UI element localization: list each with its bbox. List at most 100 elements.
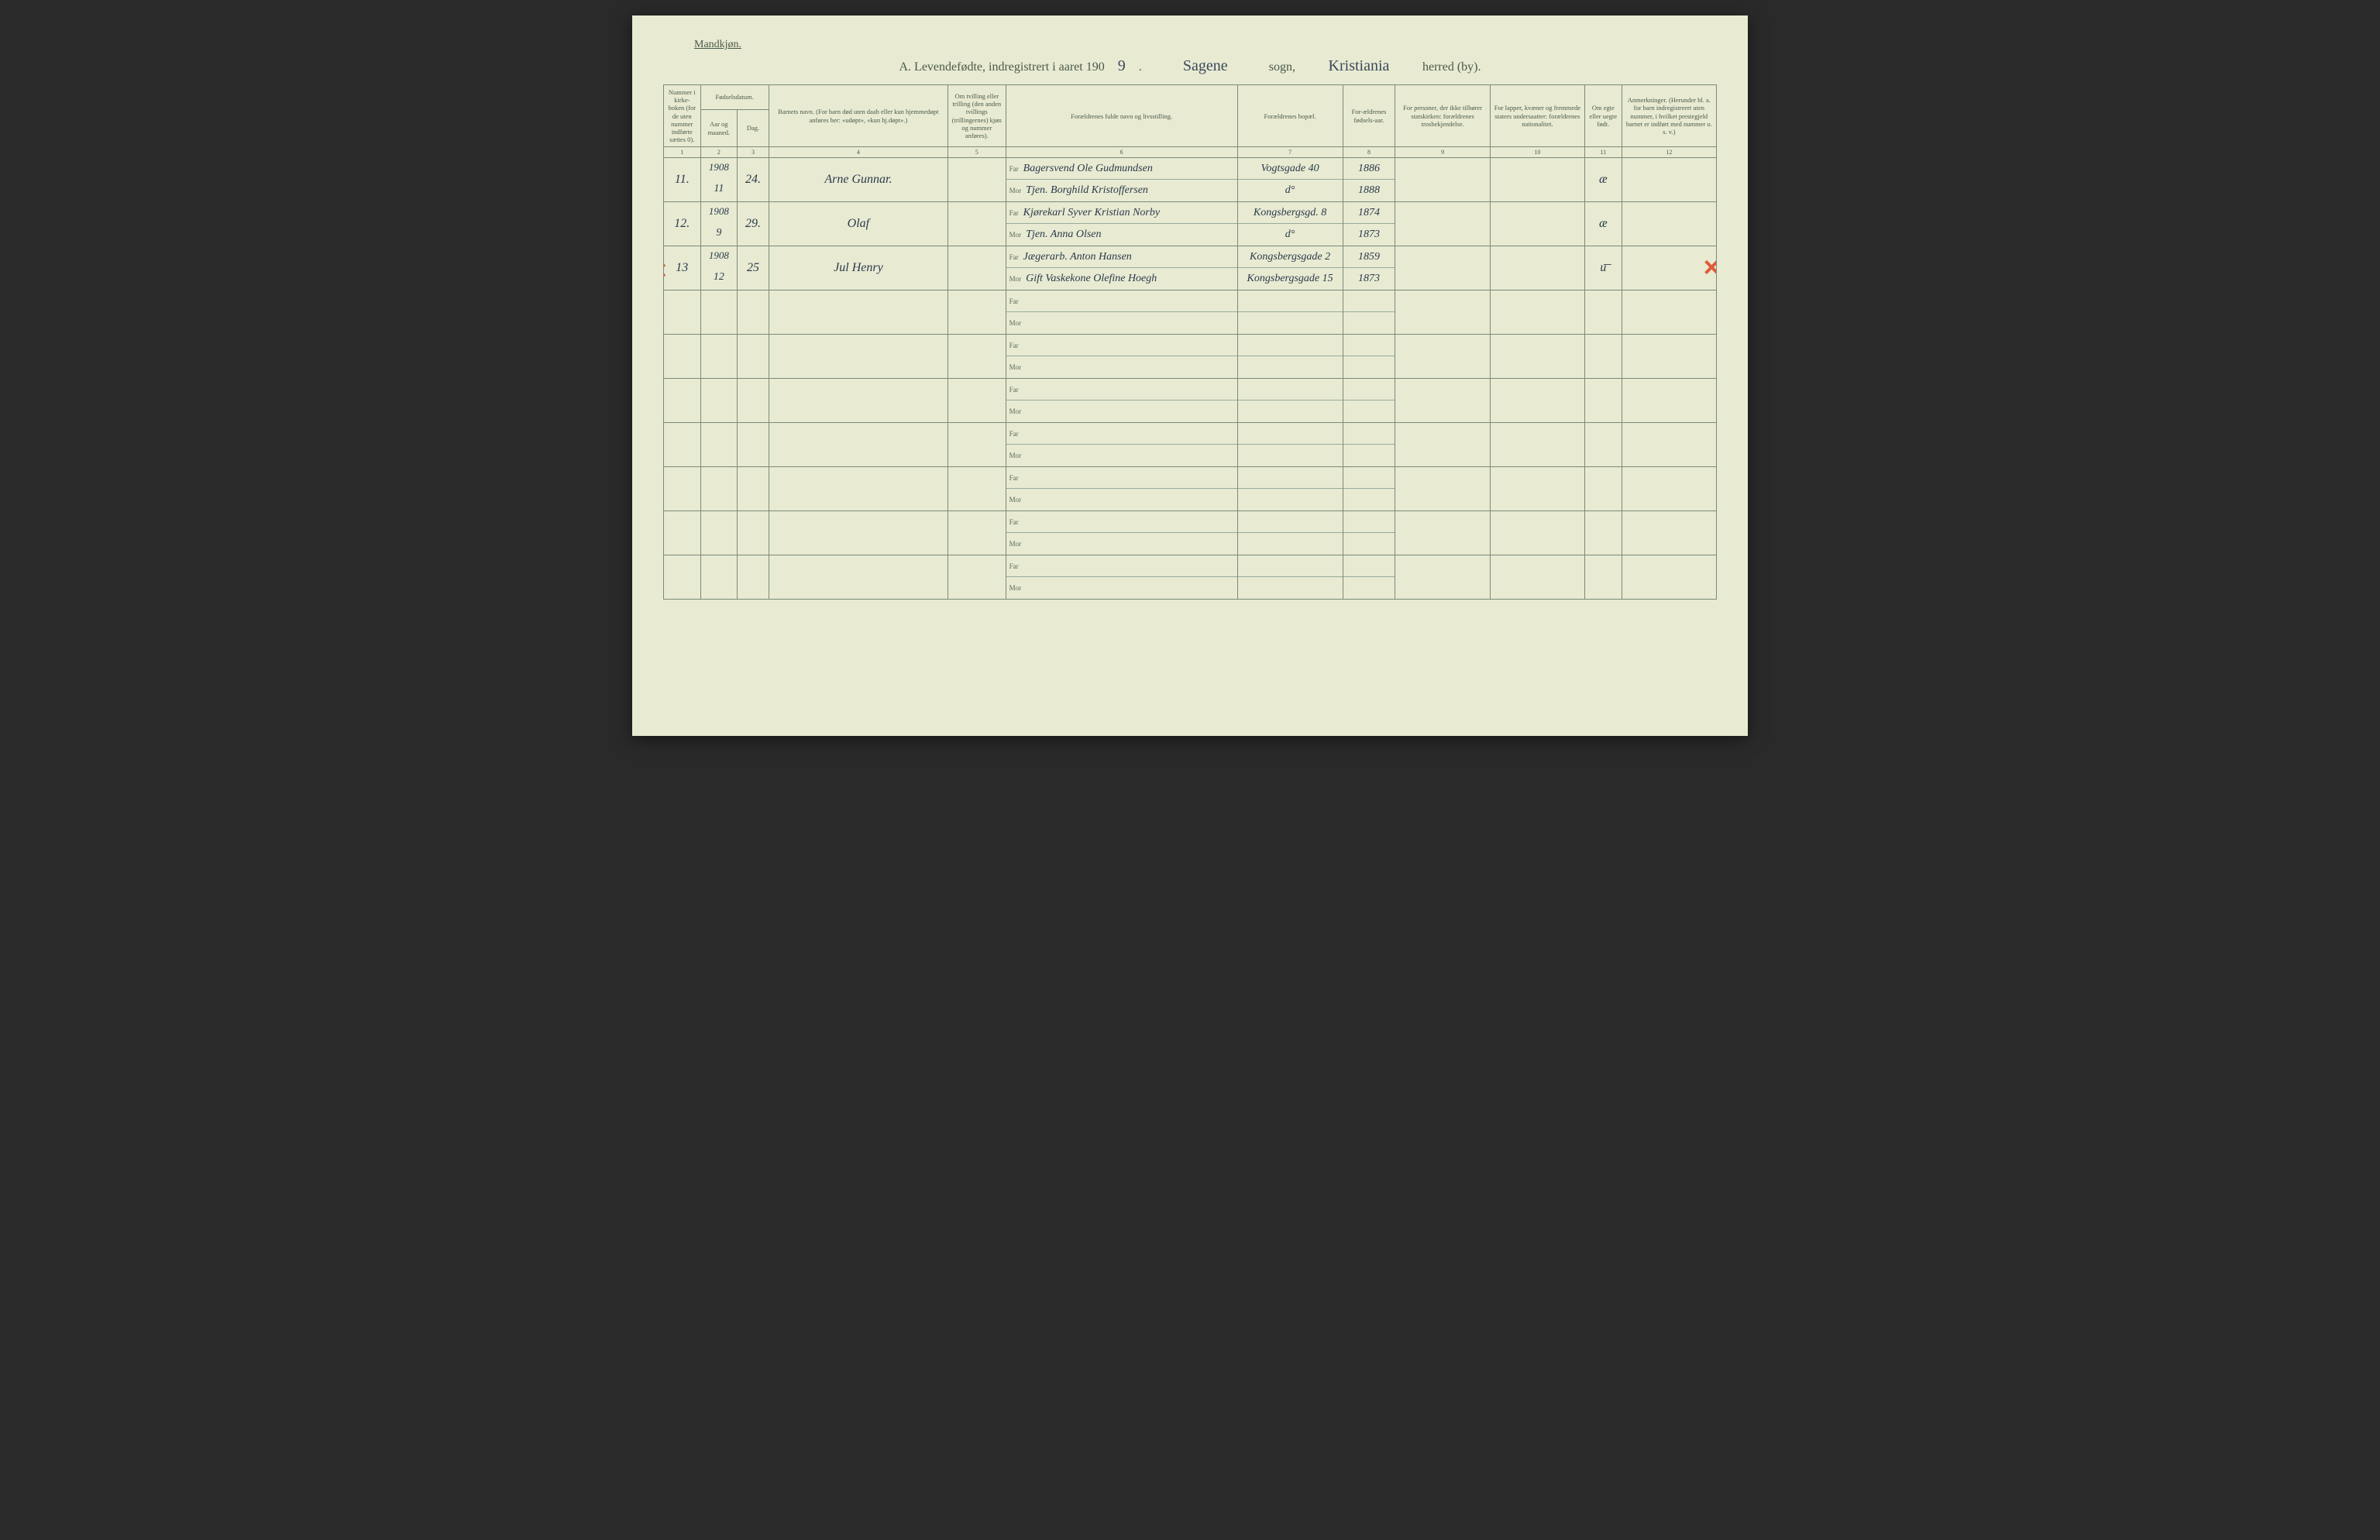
title-prefix: A. Levendefødte, indregistrert i aaret 1… <box>899 60 1105 74</box>
cell-faar <box>1343 379 1395 423</box>
cell-bopael <box>1237 555 1343 600</box>
cell-c9 <box>1395 290 1490 335</box>
cell-anm <box>1622 555 1716 600</box>
cell-name <box>769 467 948 511</box>
cell-twin <box>948 555 1006 600</box>
colnum: 12 <box>1622 147 1716 158</box>
cell-parents: Far Mor <box>1006 467 1237 511</box>
cell-bopael: Kongsbergsgade 2Kongsbergsgade 15 <box>1237 246 1343 290</box>
cell-faar <box>1343 511 1395 555</box>
cell-bopael <box>1237 379 1343 423</box>
gender-label: Mandkjøn. <box>694 39 1717 51</box>
col-header-1: Nummer i kirke-boken (for de uten nummer… <box>664 85 701 147</box>
col-header-10: For lapper, kvæner og fremmede staters u… <box>1490 85 1584 147</box>
cell-c10 <box>1490 379 1584 423</box>
colnum: 9 <box>1395 147 1490 158</box>
cell-egte: u͞ <box>1585 246 1622 290</box>
cell-c10 <box>1490 335 1584 379</box>
col-header-5: Om tvilling eller trilling (den anden tv… <box>948 85 1006 147</box>
table-row: Far Mor <box>664 511 1717 555</box>
cell-c10 <box>1490 246 1584 290</box>
cell-name: Olaf <box>769 202 948 246</box>
cell-egte: æ <box>1585 202 1622 246</box>
cell-c10 <box>1490 423 1584 467</box>
cell-anm <box>1622 467 1716 511</box>
cell-faar <box>1343 335 1395 379</box>
col-header-11: Om egte eller uegte født. <box>1585 85 1622 147</box>
cell-num <box>664 290 701 335</box>
cell-c9 <box>1395 379 1490 423</box>
cell-twin <box>948 511 1006 555</box>
colnum: 7 <box>1237 147 1343 158</box>
herred-value: Kristiania <box>1305 57 1413 75</box>
cell-name: Jul Henry <box>769 246 948 290</box>
cell-parents: Far Mor <box>1006 379 1237 423</box>
cell-anm <box>1622 158 1716 202</box>
colnum: 8 <box>1343 147 1395 158</box>
cell-bopael <box>1237 335 1343 379</box>
colnum: 6 <box>1006 147 1237 158</box>
cell-faar <box>1343 290 1395 335</box>
colnum: 3 <box>738 147 769 158</box>
cell-num <box>664 423 701 467</box>
cell-name <box>769 555 948 600</box>
title-row: A. Levendefødte, indregistrert i aaret 1… <box>663 57 1717 75</box>
red-x-mark: × <box>664 254 667 287</box>
col-header-6: Forældrenes fulde navn og livsstilling. <box>1006 85 1237 147</box>
cell-egte <box>1585 511 1622 555</box>
cell-anm <box>1622 290 1716 335</box>
cell-name <box>769 511 948 555</box>
table-row: Far Mor <box>664 555 1717 600</box>
cell-day <box>738 379 769 423</box>
cell-bopael <box>1237 290 1343 335</box>
cell-parents: Far Mor <box>1006 423 1237 467</box>
col-header-7: Forældrenes bopæl. <box>1237 85 1343 147</box>
cell-egte <box>1585 379 1622 423</box>
cell-c9 <box>1395 158 1490 202</box>
cell-c10 <box>1490 158 1584 202</box>
cell-c10 <box>1490 467 1584 511</box>
cell-twin <box>948 467 1006 511</box>
cell-parents: FarKjørekarl Syver Kristian Norby MorTje… <box>1006 202 1237 246</box>
cell-twin <box>948 202 1006 246</box>
table-row: Far Mor <box>664 290 1717 335</box>
cell-faar: 18591873 <box>1343 246 1395 290</box>
cell-bopael <box>1237 423 1343 467</box>
cell-day <box>738 555 769 600</box>
cell-egte <box>1585 423 1622 467</box>
cell-egte <box>1585 335 1622 379</box>
cell-faar: 18741873 <box>1343 202 1395 246</box>
cell-anm <box>1622 335 1716 379</box>
cell-num <box>664 379 701 423</box>
cell-day <box>738 511 769 555</box>
cell-yearmonth <box>700 335 738 379</box>
cell-twin <box>948 158 1006 202</box>
table-row: 13×19081225Jul HenryFarJægerarb. Anton H… <box>664 246 1717 290</box>
cell-yearmonth: 19089 <box>700 202 738 246</box>
cell-faar <box>1343 423 1395 467</box>
cell-yearmonth <box>700 555 738 600</box>
cell-twin <box>948 246 1006 290</box>
cell-c10 <box>1490 511 1584 555</box>
cell-parents: FarJægerarb. Anton Hansen MorGift Vaskek… <box>1006 246 1237 290</box>
cell-num <box>664 467 701 511</box>
cell-anm <box>1622 379 1716 423</box>
register-table: Nummer i kirke-boken (for de uten nummer… <box>663 84 1717 600</box>
cell-c9 <box>1395 335 1490 379</box>
cell-name: Arne Gunnar. <box>769 158 948 202</box>
cell-twin <box>948 423 1006 467</box>
colnum: 4 <box>769 147 948 158</box>
cell-yearmonth: 190811 <box>700 158 738 202</box>
table-row: Far Mor <box>664 423 1717 467</box>
title-year-suffix: 9 <box>1114 57 1130 75</box>
cell-egte <box>1585 290 1622 335</box>
title-period: . <box>1139 60 1142 74</box>
cell-twin <box>948 379 1006 423</box>
cell-bopael: Vogtsgade 40d° <box>1237 158 1343 202</box>
cell-faar <box>1343 467 1395 511</box>
cell-twin <box>948 335 1006 379</box>
cell-anm: × <box>1622 246 1716 290</box>
table-row: Far Mor <box>664 467 1717 511</box>
cell-c9 <box>1395 555 1490 600</box>
colnum: 5 <box>948 147 1006 158</box>
